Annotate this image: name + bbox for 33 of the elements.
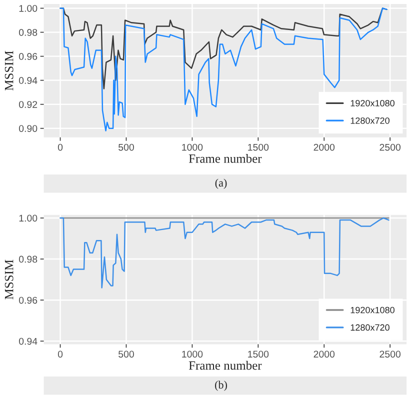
- x-tick-label: 0: [58, 144, 63, 151]
- y-axis-title: MSSIM: [4, 260, 14, 300]
- x-axis-title: Frame number: [188, 360, 262, 370]
- y-tick-label: 0.94: [18, 77, 38, 84]
- x-tick-label: 2000: [314, 144, 335, 151]
- x-tick-label: 500: [118, 350, 134, 358]
- y-tick-label: 0.98: [18, 256, 38, 263]
- text: (a): [215, 178, 227, 189]
- legend-label: 1280x720: [350, 324, 390, 331]
- y-tick-label: 0.94: [18, 338, 38, 345]
- y-tick-label: 1.00: [19, 214, 38, 222]
- y-tick-label: 0.90: [18, 125, 38, 132]
- legend-label: 1280x720: [350, 117, 390, 124]
- x-tick-label: 1500: [248, 144, 269, 151]
- y-tick-label: 1.00: [19, 4, 38, 12]
- x-tick-label: 500: [118, 144, 134, 151]
- y-tick-label: 0.96: [18, 296, 38, 304]
- legend-label: 1920x1080: [350, 100, 394, 106]
- x-tick-label: 2500: [380, 144, 401, 151]
- x-tick-label: 2000: [314, 350, 335, 358]
- x-tick-label: 2500: [380, 350, 401, 358]
- x-tick-label: 1000: [182, 144, 203, 151]
- y-tick-label: 0.92: [18, 101, 38, 108]
- x-tick-label: 0: [58, 350, 63, 358]
- y-axis-title: MSSIM: [4, 50, 14, 90]
- legend-label: 1920x1080: [350, 306, 394, 314]
- x-tick-label: 1500: [248, 350, 269, 358]
- x-axis-title: Frame number: [188, 154, 262, 163]
- text: (b): [215, 380, 227, 391]
- line-series: [60, 217, 390, 288]
- y-tick-label: 0.96: [18, 53, 38, 60]
- y-tick-label: 0.98: [18, 29, 38, 36]
- x-tick-label: 1000: [182, 350, 203, 358]
